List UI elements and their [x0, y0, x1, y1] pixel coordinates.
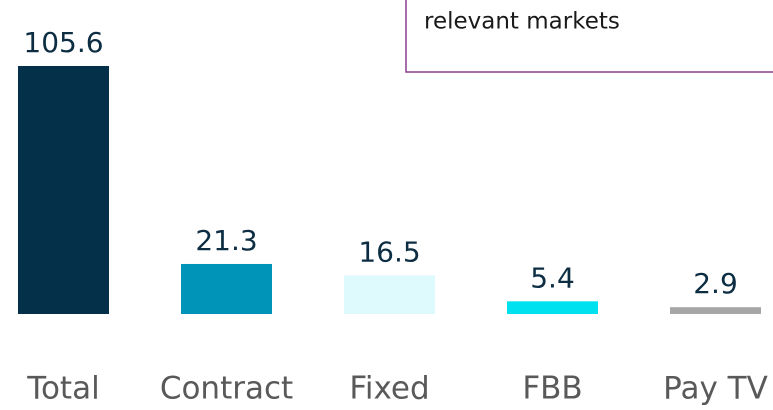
value-label: 5.4 [530, 261, 575, 294]
bar [344, 275, 435, 314]
category-label: Fixed [349, 371, 429, 407]
bar [181, 263, 272, 314]
value-label: 21.3 [195, 224, 257, 257]
bar [18, 66, 109, 314]
category-label: FBB [522, 371, 582, 407]
bar [670, 307, 761, 314]
value-label: 2.9 [693, 267, 738, 300]
annotation-box [405, 0, 773, 73]
value-label: 16.5 [358, 235, 420, 268]
category-label: Pay TV [663, 371, 768, 407]
annotation: relevant markets [424, 9, 620, 35]
category-label: Total [26, 371, 99, 407]
value-label: 105.6 [23, 26, 103, 59]
category-label: Contract [160, 371, 293, 407]
bar [507, 301, 598, 314]
